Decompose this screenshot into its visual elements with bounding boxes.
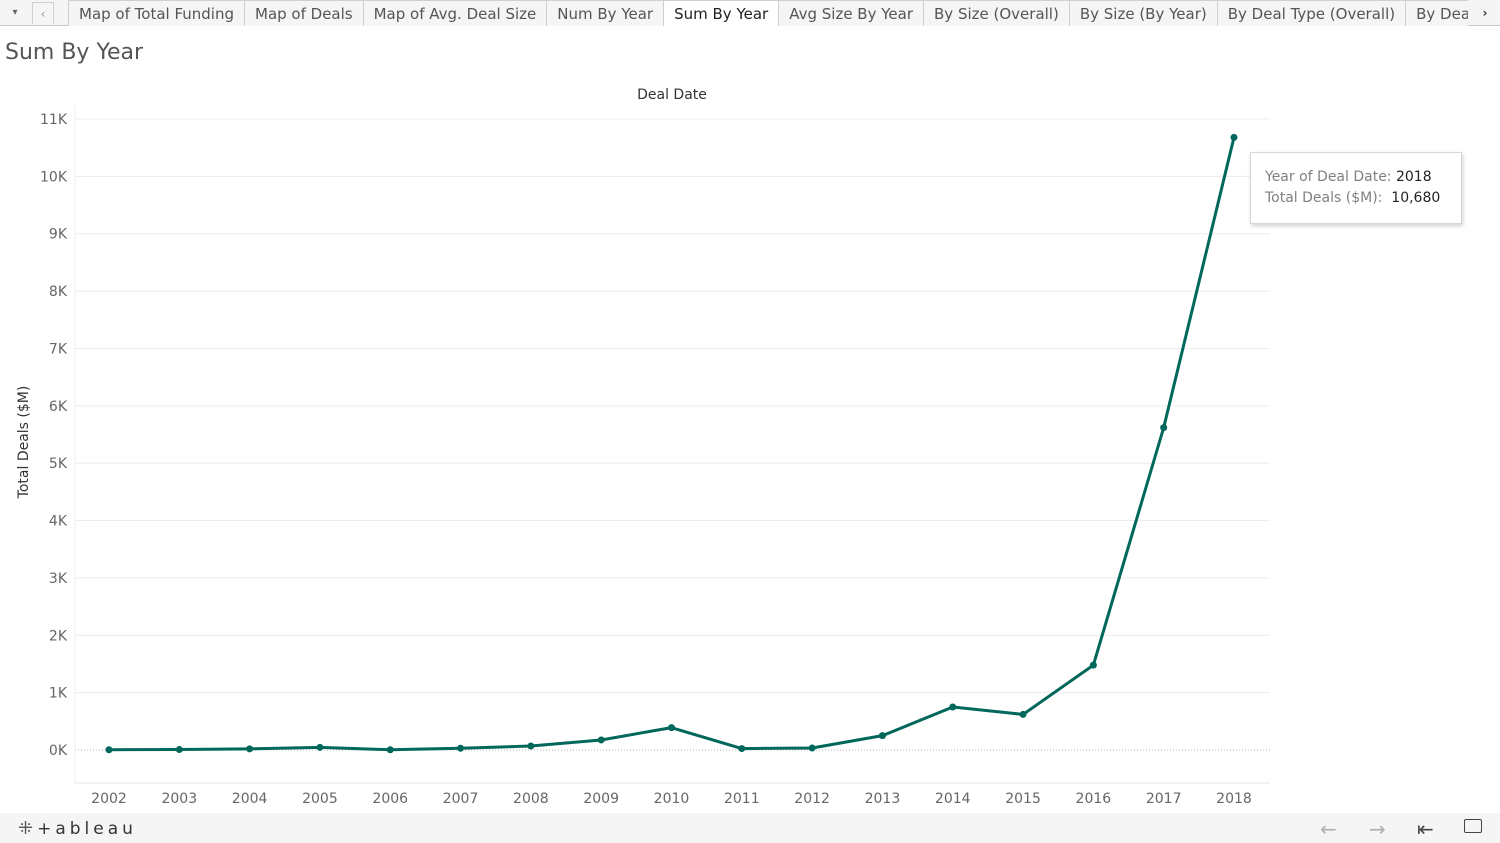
tooltip-year-value: 2018: [1395, 169, 1432, 185]
data-point: [175, 746, 183, 754]
y-tick-label: 3K: [49, 571, 68, 587]
sheet-tab[interactable]: By Deal Type (Overall): [1216, 0, 1407, 26]
sheet-tab[interactable]: By Size (By Year): [1068, 0, 1218, 26]
fullscreen-icon[interactable]: [1464, 819, 1482, 833]
x-tick-label: 2009: [583, 791, 619, 807]
y-tick-label: 10K: [40, 169, 68, 185]
x-tick-label: 2005: [302, 791, 338, 807]
sheet-tab[interactable]: Num By Year: [546, 0, 665, 26]
x-tick-label: 2002: [91, 791, 127, 807]
y-tick-label: 4K: [49, 514, 68, 530]
viz-toolbar: ⁜ +ableau ← → ⇤: [0, 813, 1500, 843]
y-tick-label: 2K: [49, 628, 68, 644]
tab-scroll-left-icon[interactable]: ‹: [32, 2, 54, 24]
y-tick-label: 11K: [40, 112, 68, 128]
data-point: [808, 744, 816, 752]
x-tick-label: 2014: [935, 791, 971, 807]
tableau-logo-icon: ⁜: [18, 818, 34, 839]
y-tick-label: 9K: [49, 227, 68, 243]
sheet-tabs: Map of Total Funding Map of Deals Map of A…: [68, 0, 1468, 26]
y-axis-label: Total Deals ($M): [16, 386, 32, 500]
tooltip-total-label: Total Deals ($M):: [1265, 190, 1383, 206]
x-tick-label: 2008: [513, 791, 549, 807]
x-tick-label: 2012: [794, 791, 830, 807]
tab-menu-icon[interactable]: ▾: [12, 7, 18, 18]
x-tick-label: 2007: [443, 791, 479, 807]
y-tick-label: 7K: [49, 341, 68, 357]
data-point: [105, 746, 113, 754]
x-tick-label: 2015: [1005, 791, 1041, 807]
x-tick-label: 2010: [654, 791, 690, 807]
data-point: [1160, 424, 1168, 432]
data-point: [668, 724, 675, 732]
x-tick-label: 2011: [724, 791, 760, 807]
tooltip-year-label: Year of Deal Date:: [1265, 169, 1392, 185]
data-point: [738, 745, 746, 753]
x-tick-label: 2018: [1216, 791, 1252, 807]
x-tick-label: 2004: [232, 791, 268, 807]
y-tick-label: 0K: [49, 743, 68, 759]
y-tick-label: 1K: [49, 686, 68, 702]
sheet-tab[interactable]: Avg Size By Year: [778, 0, 925, 26]
data-point: [1019, 710, 1027, 718]
x-tick-label: 2003: [161, 791, 197, 807]
tableau-logo[interactable]: ⁜ +ableau: [18, 818, 137, 839]
tooltip-total-value: 10,680: [1391, 190, 1441, 206]
data-point: [1230, 133, 1238, 141]
x-tick-label: 2013: [865, 791, 901, 807]
sheet-tab[interactable]: Map of Avg. Deal Size: [362, 0, 548, 26]
x-tick-label: 2017: [1146, 791, 1182, 807]
tooltip: Year of Deal Date: 2018 Total Deals ($M)…: [1250, 152, 1462, 224]
chart-title: Deal Date: [637, 87, 707, 103]
line-chart: Deal Date Total Deals ($M) 0K 1K 2K 3K 4K 5K 6K 7…: [16, 87, 1270, 807]
sheet-title: Sum By Year: [5, 40, 144, 65]
data-point: [246, 745, 254, 753]
x-tick-label: 2016: [1076, 791, 1112, 807]
y-tick-label: 8K: [49, 284, 68, 300]
data-point: [1089, 661, 1097, 669]
sheet-tab[interactable]: By Size (Overall): [923, 0, 1070, 26]
redo-icon[interactable]: →: [1369, 817, 1386, 841]
sheet-tab[interactable]: By Deal Type (B: [1405, 0, 1468, 26]
sheet-tab[interactable]: Map of Total Funding: [68, 0, 245, 26]
undo-icon[interactable]: ←: [1320, 817, 1337, 841]
data-point: [316, 743, 324, 751]
data-point: [949, 703, 957, 711]
tab-scroll-right-icon[interactable]: ›: [1482, 6, 1488, 20]
series-line: [108, 137, 1236, 752]
sheet-tab[interactable]: Sum By Year: [663, 0, 780, 26]
x-tick-label: 2006: [372, 791, 408, 807]
y-tick-label: 6K: [49, 399, 68, 415]
data-point: [386, 746, 394, 754]
sheet-tab[interactable]: Map of Deals: [244, 0, 364, 26]
y-tick-label: 5K: [49, 456, 68, 472]
data-point: [597, 736, 605, 744]
data-point: [527, 742, 535, 750]
sheet-tab-bar: ▾ ‹ Map of Total Funding Map of Deals Map …: [0, 0, 1500, 26]
data-point: [457, 744, 465, 752]
data-point: [878, 732, 886, 740]
revert-icon[interactable]: ⇤: [1417, 817, 1434, 841]
tableau-logo-text: +ableau: [37, 819, 137, 839]
